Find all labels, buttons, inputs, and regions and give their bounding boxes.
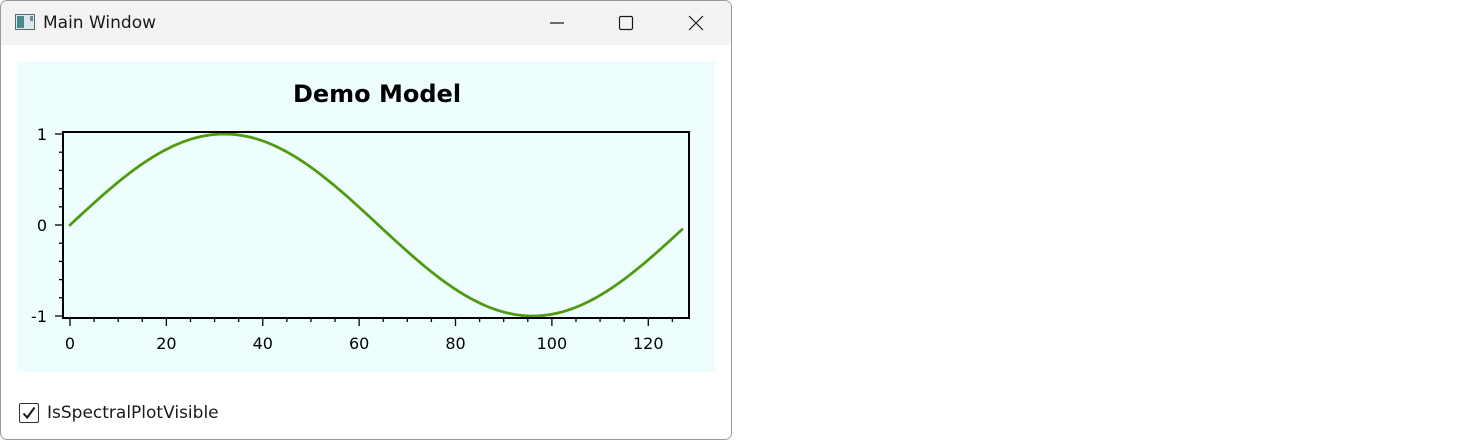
close-button[interactable] bbox=[662, 1, 730, 45]
plot-frame bbox=[62, 131, 690, 319]
maximize-icon bbox=[618, 15, 634, 31]
line-chart: Demo Model 0 20 40 60 80 100 120 -1 0 1 bbox=[31, 80, 690, 353]
close-icon bbox=[688, 15, 704, 31]
x-tick-label: 80 bbox=[445, 334, 465, 353]
chart-title: Demo Model bbox=[293, 80, 461, 108]
spectral-plot-checkbox-row[interactable]: IsSpectralPlotVisible bbox=[19, 401, 219, 425]
x-tick-label: 40 bbox=[253, 334, 273, 353]
x-tick-label: 0 bbox=[65, 334, 75, 353]
app-window-icon bbox=[15, 14, 35, 30]
x-tick-label: 60 bbox=[349, 334, 369, 353]
x-tick-label: 100 bbox=[537, 334, 568, 353]
y-tick-label: -1 bbox=[31, 307, 47, 326]
window-title: Main Window bbox=[43, 13, 157, 33]
maximize-button[interactable] bbox=[592, 1, 660, 45]
minimize-icon bbox=[549, 15, 565, 31]
x-tick-label: 20 bbox=[156, 334, 176, 353]
minimize-button[interactable] bbox=[523, 1, 591, 45]
checkmark-icon bbox=[22, 406, 36, 420]
plot-view[interactable]: Demo Model 0 20 40 60 80 100 120 -1 0 1 bbox=[17, 61, 715, 372]
title-bar[interactable]: Main Window bbox=[1, 1, 731, 45]
series-line bbox=[68, 132, 684, 318]
spectral-plot-checkbox[interactable] bbox=[19, 403, 39, 423]
x-tick-label: 120 bbox=[633, 334, 664, 353]
y-tick-label: 0 bbox=[37, 216, 47, 235]
y-tick-label: 1 bbox=[37, 125, 47, 144]
main-window: Main Window Demo Model 0 20 40 60 80 100 120 -1… bbox=[0, 0, 732, 440]
spectral-plot-checkbox-label: IsSpectralPlotVisible bbox=[47, 403, 219, 423]
